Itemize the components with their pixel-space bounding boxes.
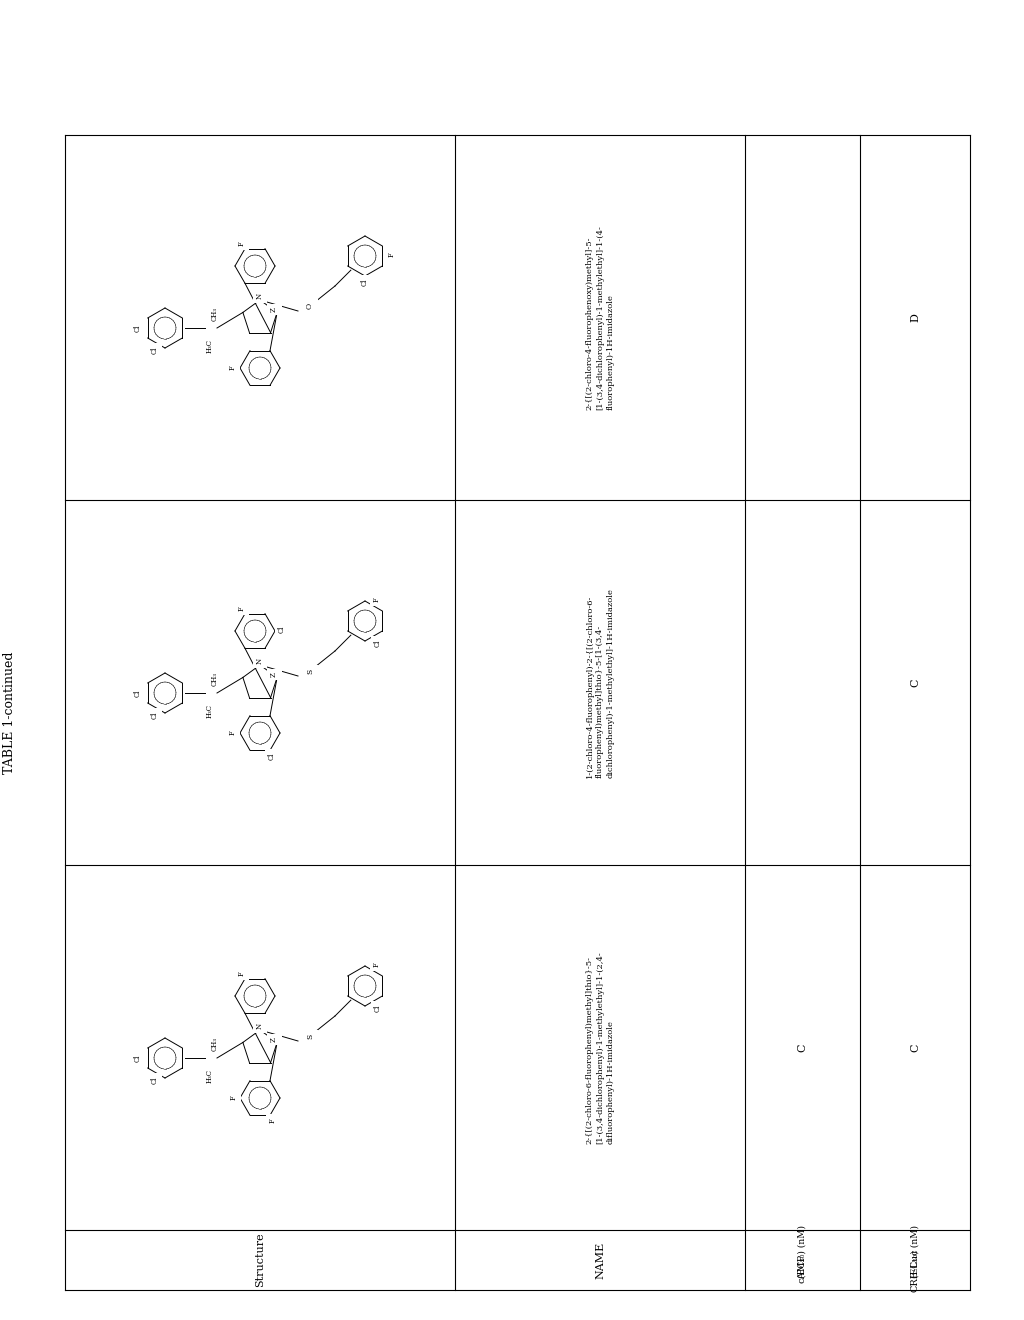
Text: H₃C: H₃C [206,704,214,718]
Text: CH₃: CH₃ [211,308,219,321]
Text: N: N [256,657,264,664]
Text: Cl: Cl [134,1055,142,1061]
Text: C: C [910,1044,920,1052]
Text: C: C [910,678,920,688]
Text: Cl: Cl [134,689,142,697]
Text: Z: Z [270,308,279,312]
Text: Cl: Cl [134,325,142,331]
Text: Cl: Cl [361,279,369,285]
Text: Cl: Cl [151,1077,159,1084]
Text: Z: Z [270,1038,279,1041]
Text: F: F [373,598,381,602]
Text: Cl: Cl [151,711,159,719]
Text: C: C [797,1044,807,1052]
Text: Cl: Cl [374,640,382,647]
Text: H₃C: H₃C [206,339,214,352]
Text: Structure: Structure [255,1233,265,1287]
Text: Cl: Cl [278,626,286,632]
Text: F: F [229,366,237,371]
Text: 1-(2-chloro-4-fluorophenyl)-2-{[(2-chloro-6-
fluorophenyl)methyl]thio}-5-[1-(3,4: 1-(2-chloro-4-fluorophenyl)-2-{[(2-chlor… [586,589,614,777]
Text: F: F [238,242,246,246]
Text: Cl: Cl [268,752,276,760]
Text: F: F [230,1096,238,1101]
Text: CH₃: CH₃ [211,1038,219,1051]
Text: (EC₅₀) (nM): (EC₅₀) (nM) [910,1225,920,1279]
Text: Z: Z [270,672,279,677]
Text: D: D [910,314,920,322]
Text: S: S [306,668,314,673]
Text: F: F [238,606,246,611]
Text: cAMP: cAMP [798,1254,807,1283]
Text: F: F [229,731,237,735]
Text: Cl: Cl [151,347,159,354]
Text: N: N [256,293,264,300]
Text: (EC₅₀) (nM): (EC₅₀) (nM) [798,1225,807,1279]
Text: F: F [388,252,396,257]
Text: F: F [238,972,246,975]
Text: 2-{[(2-chloro-6-fluorophenyl)methyl]thio}-5-
[1-(3,4-dichlorophenyl)-1-methyleth: 2-{[(2-chloro-6-fluorophenyl)methyl]thio… [586,952,614,1144]
Text: F: F [373,962,381,968]
Text: CRE-Luc: CRE-Luc [910,1249,920,1292]
Text: H₃C: H₃C [206,1069,214,1082]
Text: O: O [306,302,314,309]
Text: TABLE 1-continued: TABLE 1-continued [3,652,16,775]
Text: N: N [256,1023,264,1030]
Text: 2-{[(2-chloro-4-fluorophenoxy)methyl]-5-
[1-(3,4-dichlorophenyl)-1-methylethyl]-: 2-{[(2-chloro-4-fluorophenoxy)methyl]-5-… [586,226,614,411]
Text: S: S [306,1034,314,1039]
Text: CH₃: CH₃ [211,672,219,686]
Text: F: F [269,1118,278,1123]
Text: Cl: Cl [374,1005,382,1012]
Text: NAME: NAME [595,1241,605,1279]
